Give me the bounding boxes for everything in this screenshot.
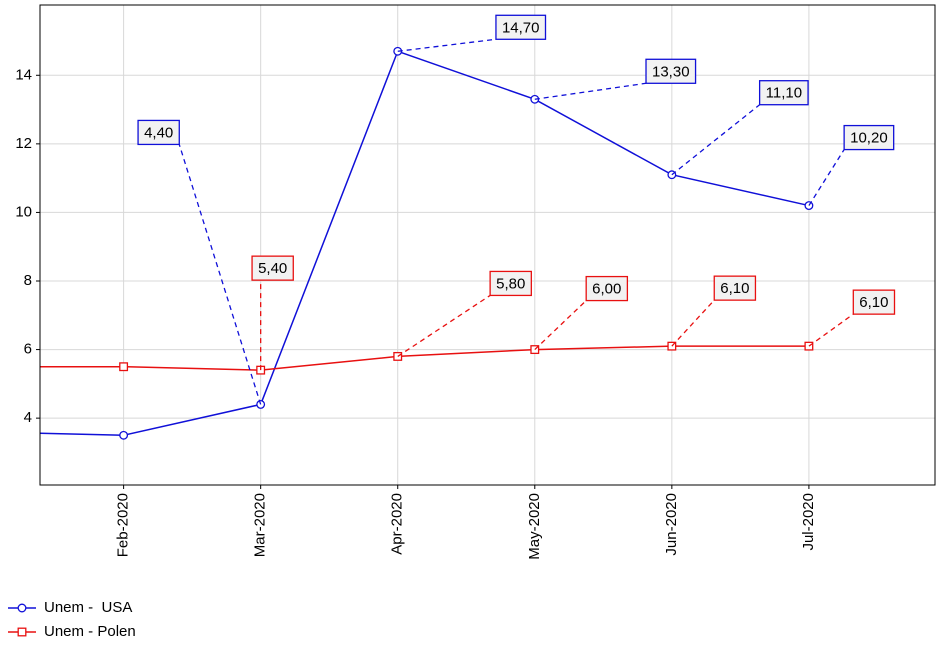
label-connector bbox=[534, 82, 647, 100]
overlay: 4 6 8 10 12 14 Feb-2020 Mar-2020 Apr-2020 May-202… bbox=[15, 14, 896, 560]
label-connector bbox=[178, 144, 262, 405]
plot-area bbox=[40, 46, 814, 440]
label-connector bbox=[671, 104, 761, 176]
label-box bbox=[495, 14, 547, 40]
data-label: 10,20 bbox=[850, 130, 888, 147]
data-label: 5,40 bbox=[258, 260, 287, 277]
data-label: 6,10 bbox=[859, 294, 888, 311]
label-connector bbox=[808, 149, 845, 206]
y-tick-label: 12 bbox=[15, 135, 32, 152]
y-tick-label: 10 bbox=[15, 203, 32, 220]
data-label: 6,10 bbox=[720, 280, 749, 297]
plot-frame bbox=[39, 4, 936, 486]
label-connector bbox=[534, 300, 587, 351]
label-connector bbox=[671, 299, 715, 347]
series-line bbox=[40, 50, 810, 437]
data-label: 5,80 bbox=[496, 275, 525, 292]
data-label: 4,40 bbox=[144, 124, 173, 141]
label-box bbox=[713, 275, 757, 301]
legend-marker bbox=[17, 603, 27, 613]
point bbox=[393, 351, 403, 361]
x-tick-label: Jul-2020 bbox=[800, 493, 817, 551]
label-box bbox=[137, 119, 180, 146]
point bbox=[256, 399, 266, 409]
label-box bbox=[585, 275, 629, 302]
point bbox=[119, 430, 129, 440]
label-box bbox=[489, 270, 532, 297]
label-connector bbox=[397, 38, 497, 52]
label-box bbox=[758, 80, 809, 106]
x-tick-label: Apr-2020 bbox=[389, 493, 406, 555]
data-label: 14,70 bbox=[502, 19, 540, 36]
label-box bbox=[843, 124, 895, 151]
data-label: 13,30 bbox=[652, 63, 690, 80]
x-tick-label: May-2020 bbox=[526, 493, 543, 560]
x-tick-label: Mar-2020 bbox=[252, 493, 269, 557]
y-tick-label: 6 bbox=[24, 341, 32, 358]
data-label: 6,00 bbox=[592, 281, 621, 298]
legend-marker bbox=[17, 627, 27, 637]
y-tick-label: 8 bbox=[24, 272, 32, 289]
label-box bbox=[852, 289, 896, 315]
y-tick-label: 4 bbox=[24, 409, 32, 426]
label-box bbox=[645, 58, 697, 84]
data-label: 11,10 bbox=[766, 85, 802, 102]
point bbox=[119, 362, 129, 372]
grid bbox=[40, 5, 935, 485]
label-box bbox=[251, 255, 294, 281]
x-tick-label: Jun-2020 bbox=[663, 493, 680, 556]
label-connector bbox=[397, 294, 491, 357]
label-connector bbox=[808, 313, 854, 347]
x-tick-label: Feb-2020 bbox=[115, 493, 132, 557]
y-tick-label: 14 bbox=[15, 66, 32, 83]
legend-label: Unem - Polen bbox=[44, 623, 136, 640]
legend-label: Unem - USA bbox=[44, 599, 132, 616]
